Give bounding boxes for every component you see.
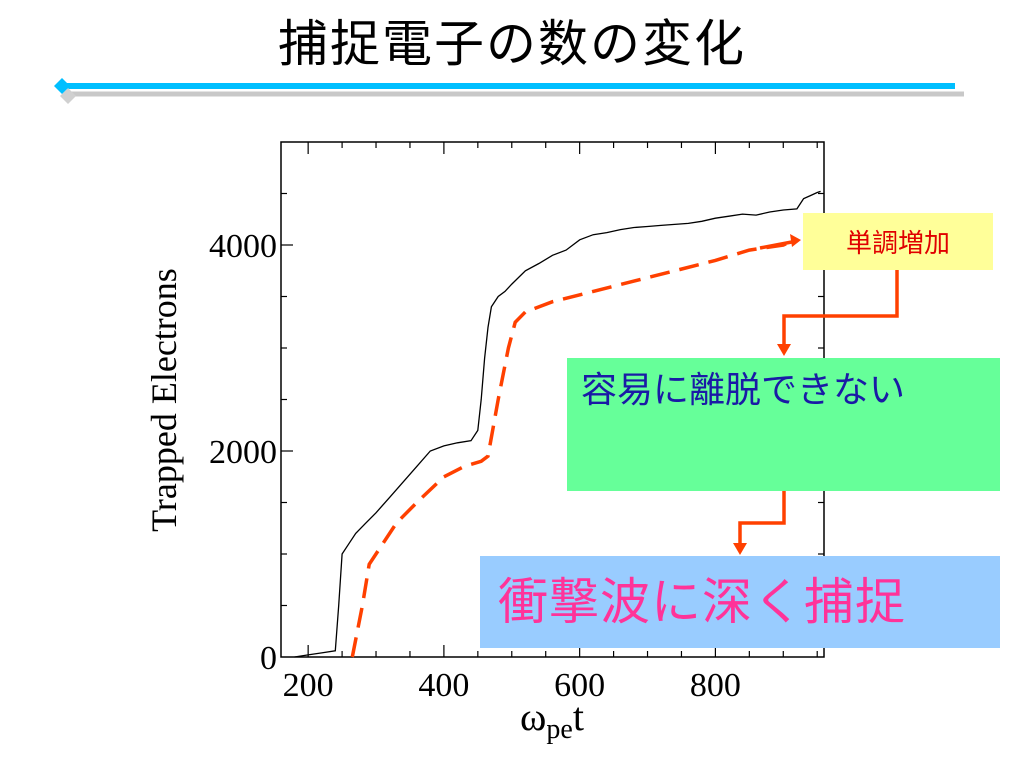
y-axis-title: Trapped Electrons [144, 268, 184, 532]
y-tick-label: 2000 [209, 434, 277, 471]
x-tick-label: 200 [283, 667, 334, 704]
arrow-to-monotonic-tail [759, 239, 798, 250]
annotation-deep-capture: 衝撃波に深く捕捉 [480, 556, 1000, 648]
slide-title: 捕捉電子の数の変化 [278, 15, 746, 73]
x-tick-label: 400 [418, 667, 469, 704]
title-underline [54, 78, 964, 104]
x-axis-title-t: t [573, 694, 584, 739]
arrow-to-monotonic-head [790, 234, 801, 247]
annotation-monotonic-increase: 単調増加 [803, 213, 993, 270]
arrow-release-to-capture-head [733, 543, 747, 555]
axis-ticks [281, 142, 824, 657]
y-tick-label: 0 [260, 640, 277, 677]
annotation-cannot-escape: 容易に離脱できない [567, 358, 1000, 491]
arrow-mono-to-release [782, 270, 899, 345]
x-axis-title: ωpet [520, 694, 584, 745]
tick-labels: 200 400 600 800 0 2000 4000 [209, 228, 741, 704]
arrow-mono-to-release-head [777, 344, 791, 356]
series-layer [294, 190, 821, 658]
x-axis-title-omega: ω [520, 694, 546, 739]
title-underline-diamond [54, 78, 70, 94]
series-line-solid [294, 190, 821, 658]
flow-arrows [733, 234, 899, 555]
x-tick-label: 800 [690, 667, 741, 704]
x-tick-label: 600 [554, 667, 605, 704]
arrow-release-to-capture [738, 491, 786, 544]
series-line-dashed [350, 240, 791, 658]
x-axis-title-subscript: pe [546, 714, 572, 745]
y-tick-label: 4000 [209, 228, 277, 265]
